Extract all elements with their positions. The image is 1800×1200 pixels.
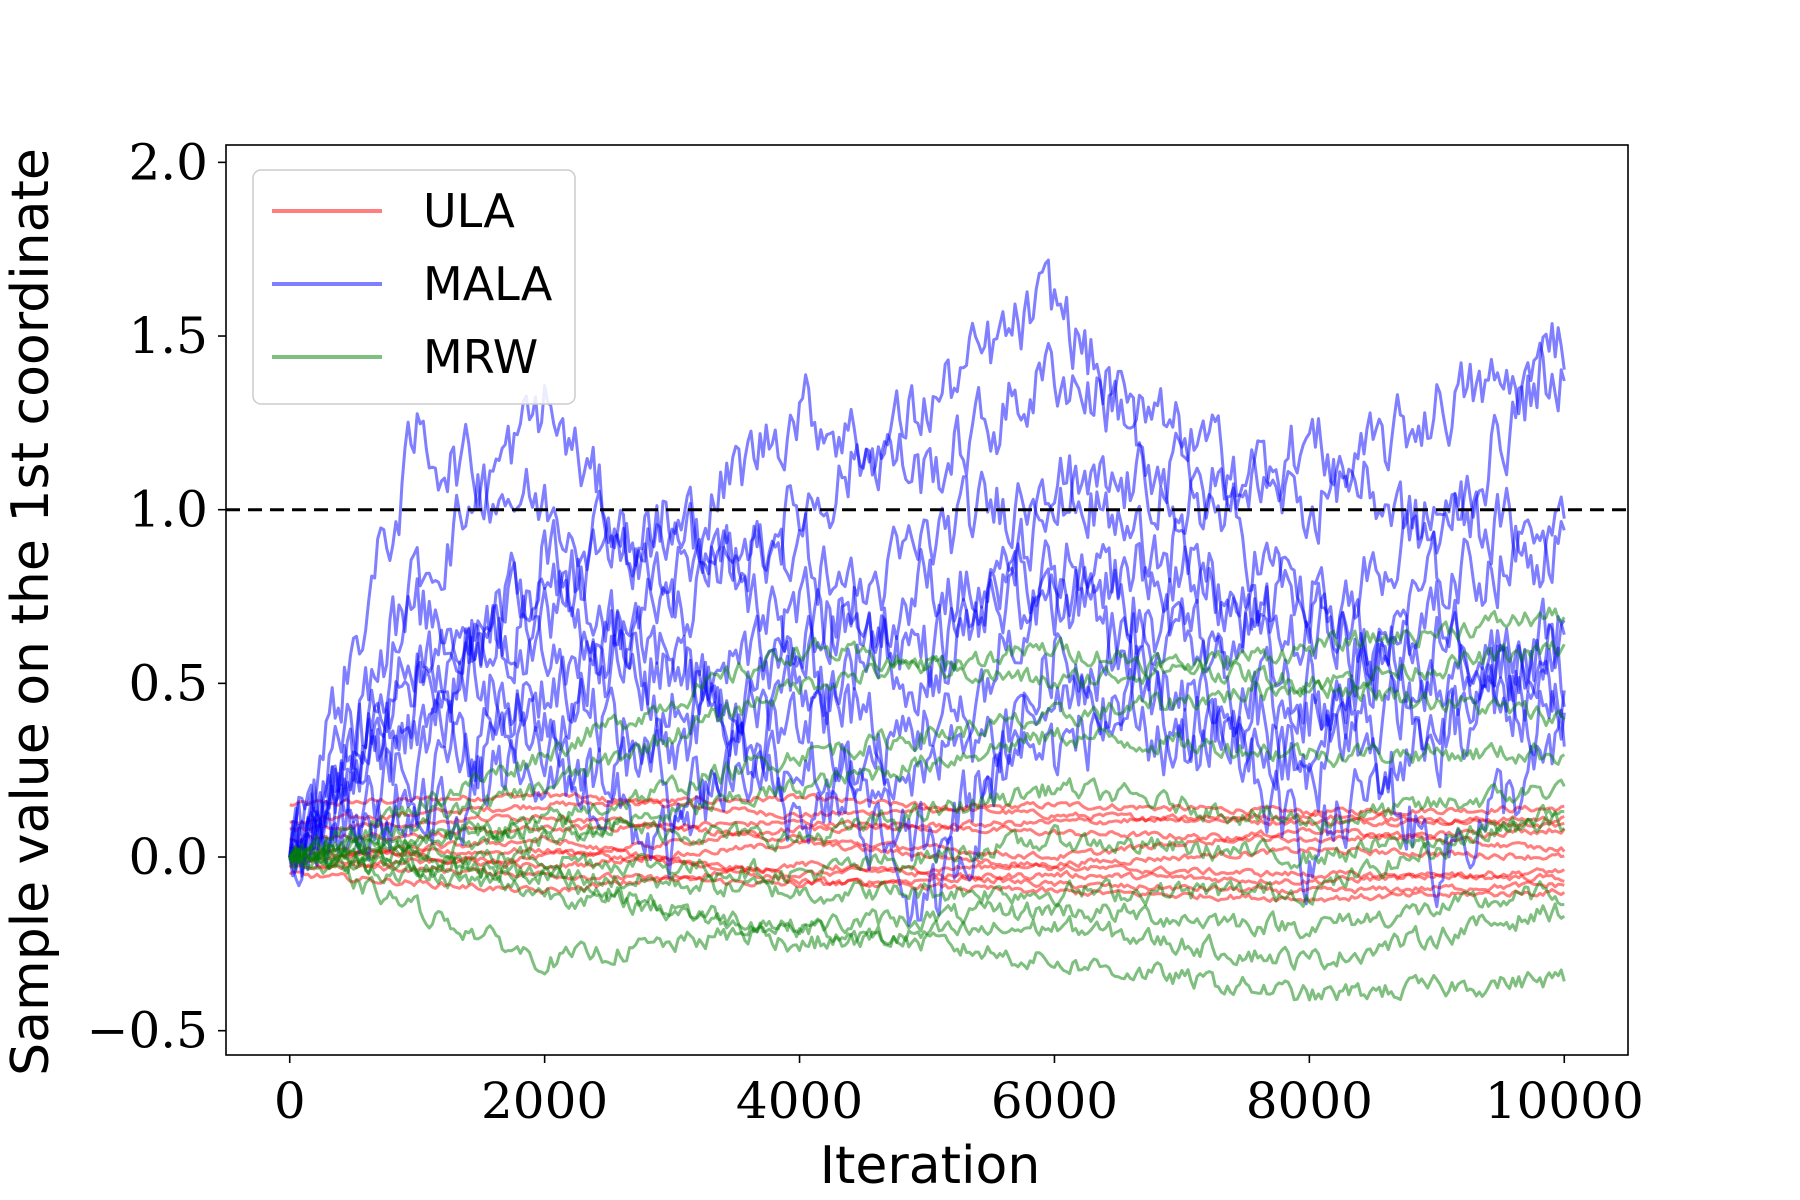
y-tick-label: 0.5: [128, 654, 208, 712]
series-layer: [288, 258, 1566, 1002]
series-line-mala-1: [288, 341, 1566, 863]
series-line-mala-7: [288, 577, 1566, 864]
series-line-mala-4: [288, 431, 1566, 878]
legend-box: [252, 169, 576, 405]
x-tick-label: 8000: [1246, 1072, 1373, 1130]
series-line-mrw-8: [288, 847, 1565, 940]
x-tick-label: 2000: [481, 1072, 608, 1130]
x-tick-label: 4000: [736, 1072, 863, 1130]
x-tick-label: 0: [274, 1072, 306, 1130]
legend-label-mala: MALA: [423, 257, 553, 311]
y-tick-label: 1.5: [128, 307, 208, 365]
y-tick-label: 1.0: [128, 481, 208, 539]
series-line-mala-3: [288, 454, 1566, 888]
series-line-mrw-5: [288, 777, 1566, 865]
x-axis-label: Iteration: [820, 1136, 1041, 1196]
series-line-mrw-1: [288, 606, 1566, 870]
y-axis-label: Sample value on the 1st coordinate: [1, 148, 61, 1076]
legend: ULA MALA MRW: [252, 169, 576, 405]
plot-frame: [225, 144, 1629, 1056]
series-line-mala-9: [288, 632, 1566, 927]
series-line-ula-9: [288, 811, 1565, 871]
y-tick-label: −0.5: [87, 1002, 208, 1060]
y-tick-label: 2.0: [128, 133, 208, 191]
legend-label-ula: ULA: [423, 184, 515, 238]
series-line-mala-2: [288, 258, 1566, 871]
x-tick-label: 6000: [991, 1072, 1118, 1130]
series-line-mala-8: [288, 605, 1566, 906]
series-line-mrw-2: [288, 636, 1566, 858]
series-line-ula-6: [288, 859, 1565, 896]
series-line-mrw-10: [288, 850, 1566, 1002]
x-tick-label: 10000: [1485, 1072, 1644, 1130]
y-tick-label: 0.0: [128, 828, 208, 886]
series-line-mrw-6: [288, 810, 1566, 886]
legend-label-mrw: MRW: [423, 330, 538, 384]
ticks-layer: 0 2000 4000 6000 8000 10000 −0.5 0.0 0.5 1.0 1.5 2.…: [87, 133, 1644, 1130]
